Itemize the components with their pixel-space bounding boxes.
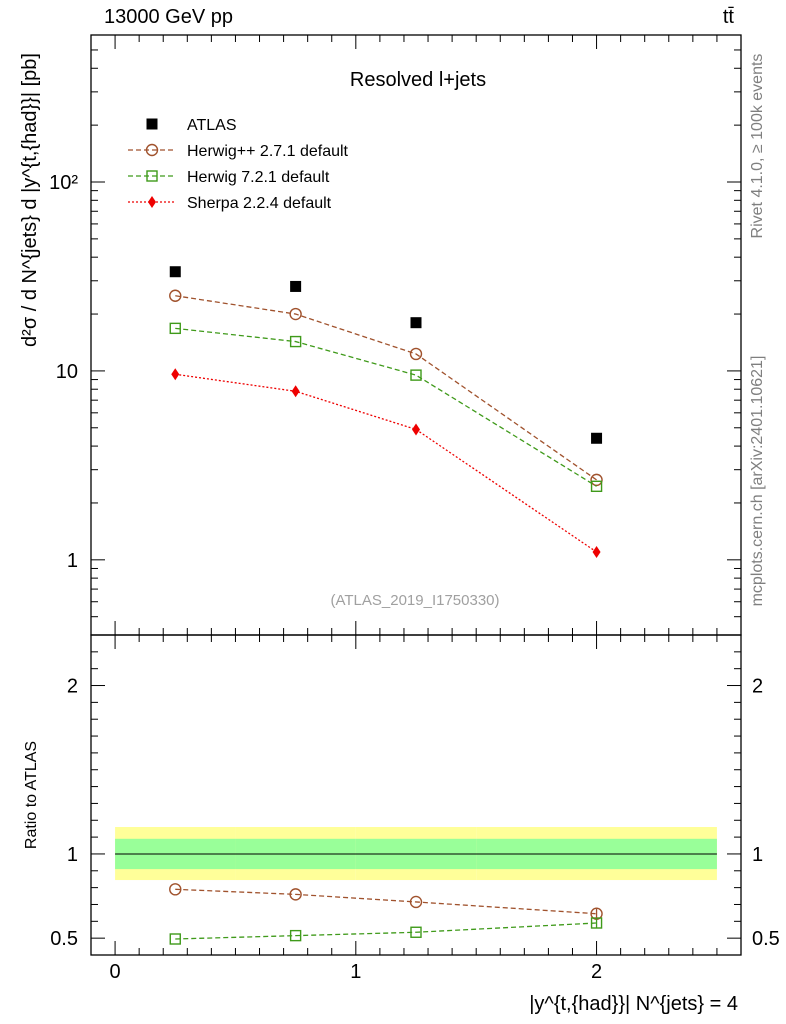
ratio-point-1	[169, 933, 181, 945]
data-point-series-0	[169, 266, 181, 278]
ratio-point-0	[289, 888, 302, 901]
series-line-2	[175, 327, 597, 487]
energy-label: 13000 GeV pp	[104, 6, 233, 28]
legend-marker	[146, 118, 158, 130]
legend-label: Herwig++ 2.7.1 default	[187, 143, 349, 160]
data-point-series-0	[591, 432, 603, 444]
series-line-1	[175, 295, 597, 481]
legend-label: Herwig 7.2.1 default	[187, 169, 330, 186]
data-point-series-2	[169, 322, 181, 335]
ratio-y-axis-label: Ratio to ATLAS	[23, 741, 40, 849]
y-tick-label: 10²	[49, 172, 78, 194]
legend-marker	[146, 170, 158, 182]
ratio-line-1	[175, 922, 597, 940]
data-point-series-3	[592, 546, 601, 559]
data-point-series-2	[590, 480, 603, 493]
chart-title: Resolved l+jets	[350, 69, 486, 91]
y-axis-label: d²σ / d N^{jets} d |y^{t,{had}}| [pb]	[19, 53, 41, 347]
data-point-series-3	[412, 423, 420, 436]
ratio-line-0	[175, 888, 597, 915]
data-point-series-1	[590, 473, 603, 487]
data-point-series-1	[169, 289, 182, 302]
data-point-series-0	[290, 280, 302, 292]
ratio-plot-frame	[90, 634, 742, 956]
ratio-point-1	[410, 926, 422, 938]
ratio-y-tick-label: 2	[67, 676, 78, 698]
series-line-3	[175, 373, 597, 553]
data-point-series-1	[409, 347, 423, 361]
ratio-y-tick-label: 0.5	[50, 928, 78, 950]
legend-label: ATLAS	[187, 117, 237, 134]
ratio-y-tick-label-right: 1	[752, 844, 763, 866]
legend-label: Sherpa 2.2.4 default	[187, 195, 332, 212]
x-tick-label: 1	[350, 961, 361, 983]
analysis-id: (ATLAS_2019_I1750330)	[330, 592, 499, 609]
y-tick-label: 1	[67, 550, 78, 572]
ratio-y-tick-label: 1	[67, 844, 78, 866]
data-point-series-0	[410, 317, 422, 329]
process-label: tt̄	[722, 6, 734, 28]
ratio-y-tick-label-right: 2	[752, 676, 763, 698]
legend-marker	[148, 196, 156, 208]
data-point-series-3	[291, 385, 300, 398]
x-tick-label: 2	[591, 961, 602, 983]
x-tick-label: 0	[110, 961, 121, 983]
data-point-series-1	[289, 307, 302, 321]
data-point-series-2	[410, 369, 422, 381]
ratio-y-tick-label-right: 0.5	[752, 928, 780, 950]
data-point-series-2	[289, 335, 302, 348]
legend-marker	[145, 143, 159, 157]
data-point-series-3	[171, 368, 180, 381]
ratio-point-0	[169, 883, 182, 896]
ratio-point-0	[409, 895, 423, 909]
y-tick-label: 10	[56, 361, 78, 383]
ratio-point-1	[289, 929, 302, 942]
x-axis-label: |y^{t,{had}}| N^{jets} = 4	[529, 993, 738, 1015]
